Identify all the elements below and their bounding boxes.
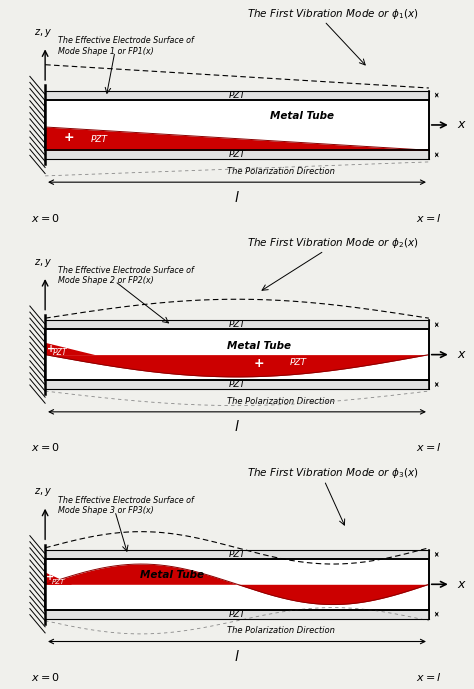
Text: $x$: $x$ xyxy=(457,119,467,132)
Bar xyxy=(45,150,429,159)
Text: Metal Tube: Metal Tube xyxy=(270,111,335,121)
Bar xyxy=(45,610,429,619)
Text: $x=0$: $x=0$ xyxy=(31,212,60,224)
Text: PZT: PZT xyxy=(342,575,359,584)
Text: The Effective Electrode Surface of
Mode Shape 1 or FP1(x): The Effective Electrode Surface of Mode … xyxy=(58,37,194,56)
Text: Metal Tube: Metal Tube xyxy=(227,340,291,351)
Text: PZT: PZT xyxy=(228,610,246,619)
Text: PZT: PZT xyxy=(228,550,246,559)
Text: $x=0$: $x=0$ xyxy=(31,671,60,683)
Text: $l$: $l$ xyxy=(234,189,240,205)
Bar xyxy=(45,380,429,389)
Text: +: + xyxy=(136,587,146,600)
Text: The Polarization Direction: The Polarization Direction xyxy=(227,626,335,635)
Text: $x$: $x$ xyxy=(457,578,467,590)
Text: $z, y$: $z, y$ xyxy=(34,27,52,39)
Text: The First Vibration Mode or $\phi_3(x)$: The First Vibration Mode or $\phi_3(x)$ xyxy=(247,466,419,480)
Text: PZT: PZT xyxy=(228,90,246,100)
Text: $l$: $l$ xyxy=(234,649,240,664)
Text: $z, y$: $z, y$ xyxy=(34,486,52,498)
Text: $x=l$: $x=l$ xyxy=(416,442,442,453)
Text: $l$: $l$ xyxy=(234,420,240,435)
Text: +: + xyxy=(46,572,54,582)
Text: The Polarization Direction: The Polarization Direction xyxy=(227,397,335,406)
Text: $x=l$: $x=l$ xyxy=(416,212,442,224)
Text: $x=0$: $x=0$ xyxy=(31,442,60,453)
Text: Metal Tube: Metal Tube xyxy=(139,570,204,580)
Text: +: + xyxy=(319,572,329,585)
Text: $z, y$: $z, y$ xyxy=(34,256,52,269)
Text: PZT: PZT xyxy=(52,579,65,585)
Bar xyxy=(45,559,429,610)
Text: PZT: PZT xyxy=(91,134,108,143)
Text: PZT: PZT xyxy=(53,348,67,357)
Text: PZT: PZT xyxy=(158,588,175,597)
Text: +: + xyxy=(254,357,264,370)
Text: $x$: $x$ xyxy=(457,348,467,361)
Text: The First Vibration Mode or $\phi_1(x)$: The First Vibration Mode or $\phi_1(x)$ xyxy=(247,7,419,21)
Text: +: + xyxy=(64,131,74,143)
Text: PZT: PZT xyxy=(228,150,246,159)
Text: The Effective Electrode Surface of
Mode Shape 2 or FP2(x): The Effective Electrode Surface of Mode … xyxy=(58,266,194,285)
Text: The Polarization Direction: The Polarization Direction xyxy=(227,167,335,176)
Text: The Effective Electrode Surface of
Mode Shape 3 or FP3(x): The Effective Electrode Surface of Mode … xyxy=(58,495,194,515)
Bar xyxy=(45,320,429,329)
Text: +: + xyxy=(47,344,55,353)
Text: $x=l$: $x=l$ xyxy=(416,671,442,683)
Bar xyxy=(45,100,429,150)
Text: PZT: PZT xyxy=(228,380,246,389)
Text: The First Vibration Mode or $\phi_2(x)$: The First Vibration Mode or $\phi_2(x)$ xyxy=(247,236,419,250)
Bar xyxy=(45,90,429,100)
Bar xyxy=(45,550,429,559)
Bar xyxy=(45,329,429,380)
Text: PZT: PZT xyxy=(228,320,246,329)
Text: PZT: PZT xyxy=(289,358,306,367)
